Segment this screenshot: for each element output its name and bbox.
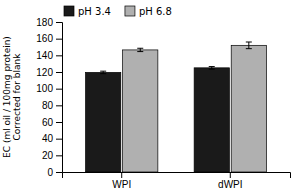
y-axis-title-line: Corrected for blank (12, 53, 22, 141)
error-bar-cap (246, 42, 252, 43)
error-bar-cap (100, 71, 106, 72)
x-tick-mark (121, 172, 122, 178)
y-tick: 60 (42, 117, 62, 128)
y-axis: 0 20 40 60 80 100 120 140 160 180 (36, 17, 62, 178)
y-tick-mark (56, 72, 62, 73)
bar (231, 45, 266, 172)
x-tick-label: WPI (112, 179, 131, 190)
error-bar-cap (246, 48, 252, 49)
legend-item: pH 6.8 (125, 6, 172, 17)
chart: WPI dWPI 0 20 40 60 80 100 120 140 160 180 EC (ml oi… (0, 0, 300, 194)
y-tick-mark (56, 55, 62, 56)
y-axis-title-line: EC (ml oil / 100mg protein) (2, 36, 12, 158)
y-tick: 160 (36, 33, 62, 44)
y-tick-label: 140 (36, 50, 53, 61)
y-tick-mark (56, 122, 62, 123)
y-tick-mark (56, 39, 62, 40)
bar (194, 68, 229, 172)
y-axis-line (56, 23, 63, 173)
series (123, 42, 267, 172)
y-tick-mark (56, 172, 62, 173)
y-tick-label: 0 (47, 167, 53, 178)
y-tick: 180 (36, 17, 62, 28)
error-bar-cap (209, 66, 215, 67)
y-tick-label: 160 (36, 33, 53, 44)
legend-item: pH 3.4 (64, 6, 111, 17)
error-bar-cap (137, 51, 143, 52)
error-bar-cap (209, 69, 215, 70)
y-tick-mark (56, 22, 62, 23)
plot: WPI dWPI 0 20 40 60 80 100 120 140 160 180 EC (ml oi… (2, 17, 291, 190)
y-axis-title: EC (ml oil / 100mg protein)Corrected for… (2, 36, 22, 158)
y-tick: 100 (36, 83, 62, 94)
y-tick: 120 (36, 67, 62, 78)
y-tick-label: 180 (36, 17, 53, 28)
x-tick: dWPI (218, 172, 242, 190)
y-tick-label: 100 (36, 83, 53, 94)
legend: pH 3.4 pH 6.8 (64, 6, 172, 17)
y-tick-mark (56, 139, 62, 140)
legend-label: pH 3.4 (78, 6, 111, 17)
bar (86, 72, 121, 172)
y-tick-mark (56, 105, 62, 106)
y-tick-label: 120 (36, 67, 53, 78)
y-tick: 0 (47, 167, 62, 178)
y-tick-mark (56, 89, 62, 90)
y-tick: 80 (42, 100, 62, 111)
marks (86, 42, 267, 172)
y-tick-label: 60 (42, 117, 54, 128)
bar (123, 50, 158, 172)
y-tick: 20 (42, 150, 62, 161)
error-bar (100, 71, 106, 74)
x-axis-line (63, 173, 291, 179)
y-tick-label: 20 (42, 150, 54, 161)
y-tick-label: 40 (42, 133, 54, 144)
y-tick-label: 80 (42, 100, 54, 111)
y-tick-mark (56, 155, 62, 156)
legend-swatch (64, 6, 74, 16)
error-bar-cap (100, 73, 106, 74)
y-tick: 140 (36, 50, 62, 61)
error-bar (246, 42, 252, 49)
x-tick-label: dWPI (218, 179, 242, 190)
y-tick: 40 (42, 133, 62, 144)
x-tick-mark (230, 172, 231, 178)
error-bar-cap (137, 48, 143, 49)
legend-swatch (125, 6, 135, 16)
error-bar (137, 48, 143, 51)
x-tick: WPI (112, 172, 131, 190)
error-bar-stem (248, 42, 249, 49)
error-bar (209, 67, 215, 70)
legend-label: pH 6.8 (139, 6, 172, 17)
x-axis: WPI dWPI (63, 172, 291, 190)
